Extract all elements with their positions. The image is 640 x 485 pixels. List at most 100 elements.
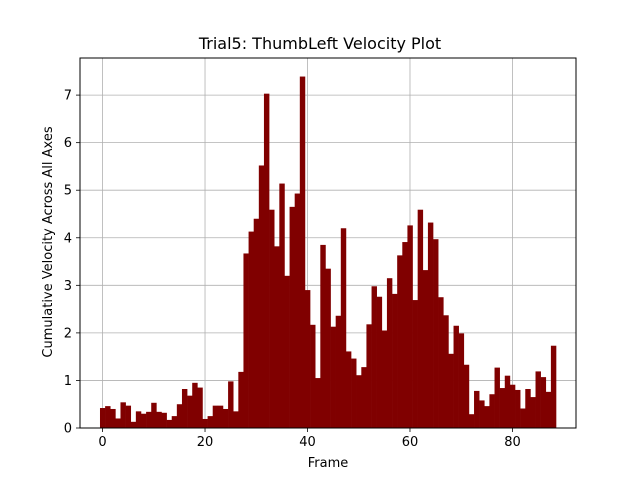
velocity-bar [320,244,326,428]
velocity-bar [530,397,536,428]
velocity-bar [294,193,301,428]
x-tick-label: 60 [402,435,419,450]
velocity-bar [412,300,418,428]
x-tick-label: 0 [98,435,106,450]
velocity-bar [479,400,485,428]
velocity-bar [304,290,311,428]
x-tick-label: 40 [299,435,316,450]
y-tick-label: 2 [64,326,72,341]
velocity-bar [397,255,403,428]
velocity-bar [274,246,280,428]
velocity-bar [351,358,357,428]
velocity-bar [315,378,321,428]
velocity-bar [540,377,547,428]
velocity-bar [340,228,347,428]
y-tick-label: 0 [64,422,72,437]
velocity-bar [146,411,152,428]
velocity-bar [509,384,516,428]
velocity-bar [520,408,526,428]
velocity-bar [515,389,521,428]
velocity-bar [269,209,275,428]
velocity-bar [140,413,147,428]
velocity-bar [438,297,444,428]
velocity-bar [443,315,449,428]
velocity-bar [310,324,316,428]
y-tick-label: 4 [64,231,72,246]
velocity-bar [422,270,429,428]
velocity-bar [171,416,178,428]
velocity-bar [504,375,511,428]
velocity-bar [433,239,439,428]
velocity-bar [330,326,336,428]
velocity-bar [217,405,224,428]
velocity-bar [197,387,203,428]
plot-frame [79,57,577,429]
y-tick-label: 7 [64,89,72,104]
velocity-bar [289,206,295,428]
bars-layer [99,76,557,429]
velocity-bar [248,231,255,428]
velocity-bar [345,351,352,428]
velocity-bar [407,225,413,428]
velocity-bar [386,278,393,428]
velocity-bar [458,333,465,428]
velocity-bar [371,286,377,428]
velocity-bar [166,419,173,428]
velocity-bar [192,382,198,428]
ticks-layer: 0 20 40 60 80 0 1 2 3 4 5 6 7 [64,89,521,450]
velocity-bar [156,411,162,428]
velocity-bar [448,353,454,428]
velocity-bar [366,324,372,428]
velocity-bar [463,364,470,428]
velocity-bar [376,296,383,428]
velocity-bar [115,418,121,428]
velocity-bar [187,395,193,428]
velocity-bar [392,293,398,428]
velocity-bar [381,330,388,428]
velocity-bar [151,402,157,428]
velocity-bar [279,183,285,428]
velocity-bar [243,253,249,428]
velocity-bar [468,414,475,428]
velocity-bar [202,418,208,428]
velocity-bar [176,404,183,428]
velocity-bar [494,367,500,428]
velocity-bar [545,391,552,428]
velocity-bar [161,412,167,428]
y-tick-label: 5 [64,184,72,199]
velocity-bar [299,76,306,429]
x-tick-label: 80 [504,435,521,450]
y-tick-label: 6 [64,136,72,151]
velocity-bar [222,408,229,428]
x-axis-label: Frame [308,456,349,471]
velocity-bar [135,411,142,428]
velocity-bar [258,165,265,428]
velocity-bar [253,218,260,428]
y-tick-label: 1 [64,374,72,389]
velocity-bar [181,389,188,428]
velocity-bar [356,375,362,428]
velocity-bar [325,268,331,428]
velocity-bar [120,402,126,428]
velocity-bar [125,405,132,428]
velocity-bar [284,275,290,428]
velocity-bar [525,389,531,428]
velocity-bar [228,381,234,428]
velocity-bar [417,209,424,428]
velocity-bar [489,394,495,428]
velocity-bar [130,421,137,428]
y-axis-label: Cumulative Velocity Across All Axes [41,126,56,357]
velocity-bar [233,411,239,428]
velocity-bar [499,388,506,428]
velocity-bar [105,406,111,428]
velocity-bar [484,406,490,428]
velocity-bar [535,371,541,428]
velocity-bar [110,408,116,428]
velocity-bar [99,408,106,428]
velocity-bar [402,242,408,428]
velocity-bar [474,390,480,428]
velocity-bar [207,416,214,428]
velocity-bar [263,93,270,428]
